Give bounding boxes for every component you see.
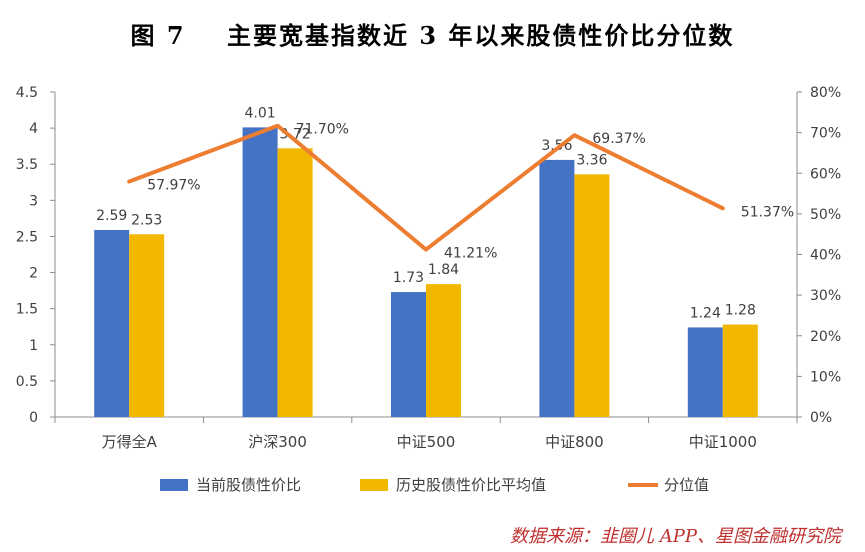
bar-average [129, 234, 165, 417]
legend-swatch [360, 479, 388, 491]
y-tick-label-left: 2.5 [16, 229, 38, 245]
bar-data-label: 1.73 [393, 270, 424, 286]
bar-current [391, 292, 426, 417]
y-tick-label-right: 30% [810, 288, 841, 304]
bar-average [277, 148, 313, 418]
bar-average [722, 324, 758, 417]
percentile-data-label: 71.70% [296, 122, 349, 138]
y-tick-label-right: 80% [810, 85, 841, 101]
y-tick-label-left: 4.5 [16, 85, 38, 101]
y-tick-label-right: 10% [810, 369, 841, 385]
y-tick-label-left: 0.5 [16, 374, 38, 390]
y-tick-label-right: 0% [810, 410, 832, 426]
bar-data-label: 2.59 [96, 208, 127, 224]
bar-data-label: 1.28 [725, 303, 756, 319]
y-tick-label-left: 3.5 [16, 157, 38, 173]
bar-current [94, 229, 130, 417]
chart-title: 图 7 主要宽基指数近 3 年以来股债性价比分位数 [130, 21, 735, 50]
bar-data-label: 2.53 [131, 212, 162, 228]
bar-current [242, 127, 278, 417]
y-tick-label-left: 0 [29, 410, 38, 426]
bar-data-label: 3.72 [280, 126, 311, 142]
bar-data-label: 1.84 [428, 262, 459, 278]
bar-average [574, 174, 610, 417]
legend-label: 分位值 [664, 476, 709, 494]
percentile-data-label: 51.37% [741, 204, 794, 220]
x-tick-label: 中证500 [397, 433, 456, 451]
y-tick-label-left: 1.5 [16, 302, 38, 318]
y-tick-label-right: 60% [810, 166, 841, 182]
x-tick-label: 沪深300 [248, 433, 307, 451]
percentile-data-label: 57.97% [147, 177, 200, 193]
legend-swatch [160, 479, 188, 491]
legend-label: 历史股债性价比平均值 [396, 476, 546, 494]
source-note: 数据来源：韭圈儿 APP、星图金融研究院 [510, 526, 841, 547]
y-tick-label-right: 70% [810, 126, 841, 142]
y-tick-label-right: 50% [810, 207, 841, 223]
legend-label: 当前股债性价比 [196, 476, 301, 494]
percentile-data-label: 41.21% [444, 246, 497, 262]
bar-average [426, 284, 461, 417]
y-tick-label-left: 2 [29, 266, 38, 282]
y-tick-label-left: 1 [29, 338, 38, 354]
bar-data-label: 1.24 [690, 305, 721, 321]
bar-data-label: 3.36 [576, 152, 607, 168]
x-tick-label: 中证800 [545, 433, 604, 451]
percentile-data-label: 69.37% [592, 131, 645, 147]
y-tick-label-right: 40% [810, 248, 841, 264]
bar-current [539, 159, 575, 417]
bar-current [687, 327, 723, 417]
y-tick-label-right: 20% [810, 329, 841, 345]
y-tick-label-left: 3 [29, 193, 38, 209]
x-tick-label: 万得全A [102, 433, 158, 451]
bar-data-label: 4.01 [245, 105, 276, 121]
x-tick-label: 中证1000 [689, 433, 757, 451]
y-tick-label-left: 4 [29, 121, 38, 137]
